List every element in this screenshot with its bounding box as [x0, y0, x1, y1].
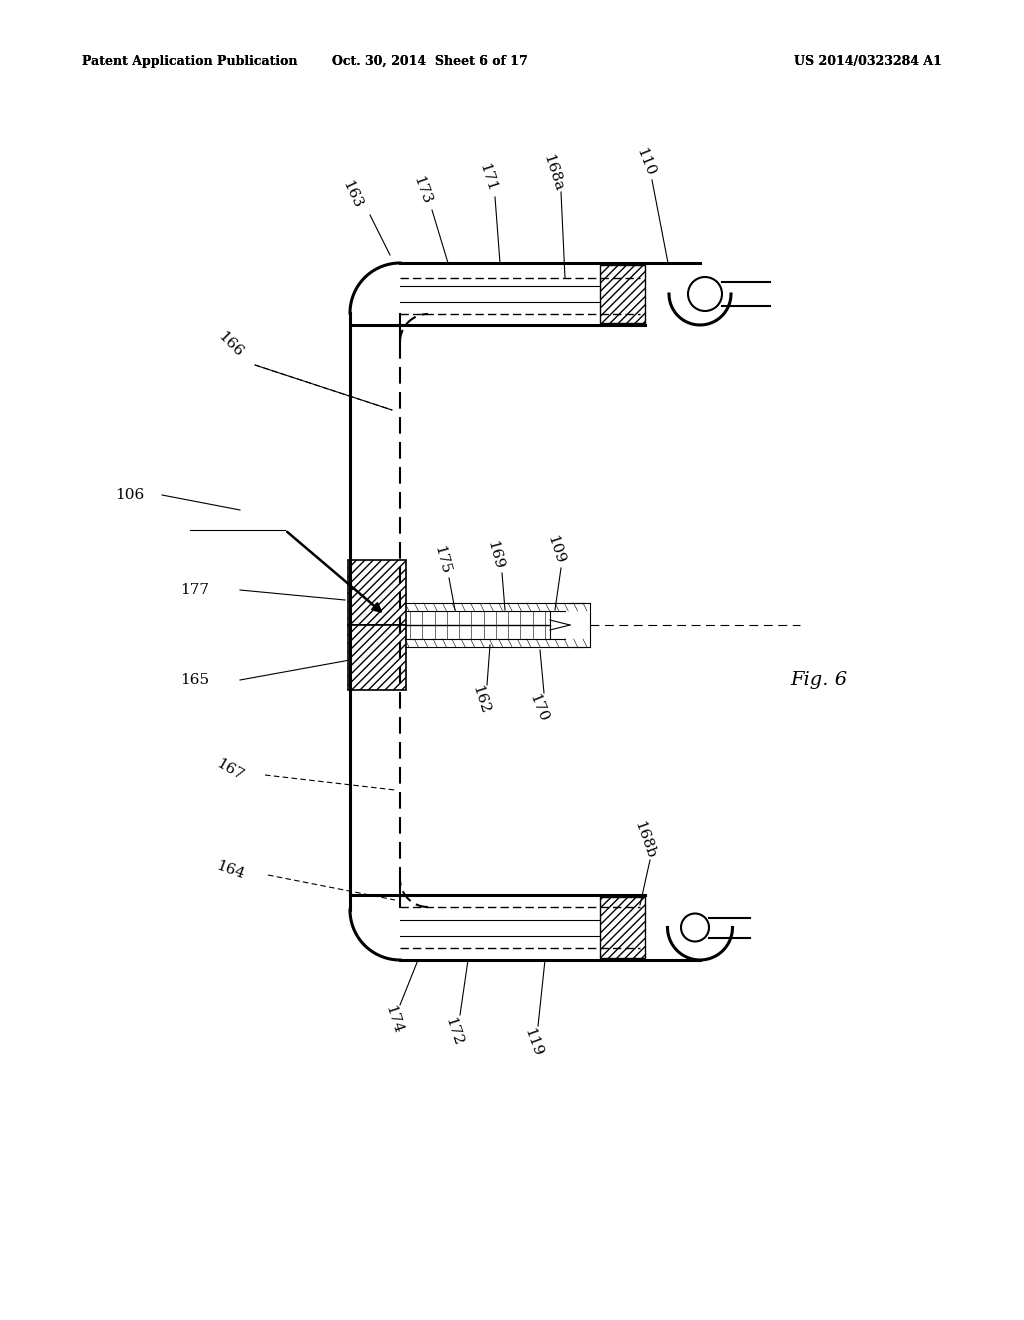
Text: 110: 110: [633, 145, 657, 178]
Text: 169: 169: [484, 539, 506, 572]
Text: 109: 109: [544, 533, 566, 566]
Text: Fig. 6: Fig. 6: [790, 671, 847, 689]
Bar: [348, 560, 406, 624]
Text: 164: 164: [214, 858, 246, 882]
Text: Oct. 30, 2014  Sheet 6 of 17: Oct. 30, 2014 Sheet 6 of 17: [332, 55, 528, 69]
Bar: [600, 265, 645, 323]
Bar: [348, 624, 406, 690]
Text: US 2014/0323284 A1: US 2014/0323284 A1: [795, 55, 942, 69]
Text: 166: 166: [215, 330, 246, 360]
Text: 175: 175: [431, 544, 453, 576]
Text: 168a: 168a: [541, 153, 565, 193]
Text: 167: 167: [214, 756, 246, 783]
Text: US 2014/0323284 A1: US 2014/0323284 A1: [795, 55, 942, 69]
Text: Patent Application Publication: Patent Application Publication: [82, 55, 297, 69]
Text: 170: 170: [526, 692, 550, 725]
Text: 119: 119: [521, 1026, 545, 1059]
Text: Oct. 30, 2014  Sheet 6 of 17: Oct. 30, 2014 Sheet 6 of 17: [332, 55, 528, 69]
Text: 162: 162: [469, 684, 492, 715]
Text: 177: 177: [180, 583, 210, 597]
Text: 171: 171: [476, 162, 498, 194]
Text: 106: 106: [116, 488, 144, 502]
Text: 173: 173: [411, 174, 433, 206]
Text: 168b: 168b: [632, 820, 658, 861]
Text: 174: 174: [382, 1005, 404, 1036]
Bar: [600, 898, 645, 958]
Text: 172: 172: [441, 1016, 464, 1048]
Text: Patent Application Publication: Patent Application Publication: [82, 55, 297, 69]
Text: 165: 165: [180, 673, 210, 686]
Text: 163: 163: [340, 178, 365, 211]
